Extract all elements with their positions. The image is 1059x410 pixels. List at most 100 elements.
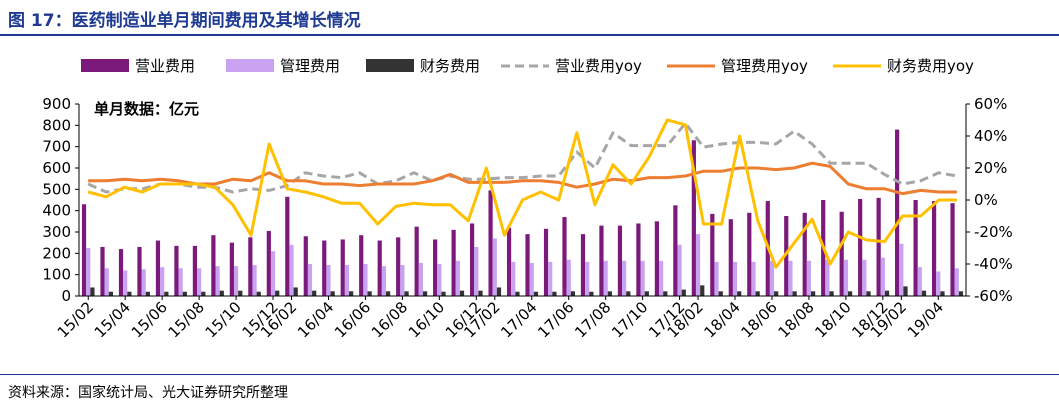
legend-label-1: 营业费用 <box>135 57 195 75</box>
bar-2-15/08 <box>197 268 202 296</box>
bar-1-16/02 <box>285 196 290 296</box>
x-tick-label: 15/02 <box>54 298 97 341</box>
bar-3-16/03 <box>312 290 317 296</box>
bar-1-17/02 <box>488 190 493 296</box>
bar-1-16/05 <box>340 239 345 296</box>
x-tick-label: 19/04 <box>904 298 947 341</box>
bar-2-18/08 <box>806 260 812 296</box>
bar-1-16/08 <box>396 237 401 296</box>
bar-3-16/09 <box>422 291 428 296</box>
bar-1-16/03 <box>303 236 308 296</box>
bar-2-15/07 <box>178 268 183 296</box>
bar-3-19/02 <box>903 286 908 296</box>
bar-3-18/11 <box>866 291 871 296</box>
bar-3-15/02 <box>90 287 95 296</box>
x-tick-label: 15/08 <box>165 298 208 341</box>
bars-layer <box>81 129 964 296</box>
y-right-tick-label: 60% <box>974 95 1007 113</box>
bar-3-17/02 <box>496 287 502 296</box>
bar-2-18/02 <box>695 234 701 296</box>
y-left-tick-label: 700 <box>42 138 71 156</box>
bar-1-19/04 <box>931 201 937 296</box>
bar-3-17/05 <box>552 291 557 296</box>
bar-2-16/03 <box>307 264 313 296</box>
bar-2-18/06 <box>769 260 775 296</box>
bar-3-15/11 <box>256 291 261 296</box>
title-rule <box>0 34 1059 36</box>
bar-3-17/04 <box>533 291 539 296</box>
bar-2-16/06 <box>363 264 368 296</box>
bar-3-18/03 <box>718 291 723 296</box>
y-left-tick-label: 600 <box>42 159 71 177</box>
bar-2-16/11 <box>455 260 460 296</box>
bar-3-18/12 <box>884 290 890 296</box>
bar-2-17/04 <box>529 262 534 296</box>
bar-3-19/04 <box>940 291 945 296</box>
chart-svg: 营业费用 管理费用 财务费用 营业费用yoy 管理费用yoy 财务费用yoy 0 100 20… <box>42 57 1013 341</box>
bar-1-17/12 <box>673 205 678 296</box>
x-tick-label: 15/04 <box>91 298 134 341</box>
bar-3-18/06 <box>774 291 779 296</box>
bar-1-16/09 <box>414 226 419 296</box>
y-left-tick-label: 800 <box>42 116 71 134</box>
bar-1-15/11 <box>248 237 253 296</box>
bar-1-18/12 <box>876 197 881 296</box>
bar-3-16/07 <box>386 291 391 296</box>
bar-3-15/04 <box>127 291 132 296</box>
y-left-tick-label: 500 <box>42 180 71 198</box>
y-left-tick-label: 200 <box>42 244 71 262</box>
line-series-2 <box>88 161 957 196</box>
bar-3-17/09 <box>626 291 631 296</box>
y-right-tick-label: 0% <box>974 191 998 209</box>
bar-1-19/05 <box>950 203 955 296</box>
x-tick-label: 18/04 <box>701 298 744 341</box>
bar-1-16/07 <box>377 240 382 296</box>
bar-3-16/02 <box>293 287 298 296</box>
bar-2-18/07 <box>788 260 793 296</box>
x-tick-label: 18/10 <box>811 298 854 341</box>
bar-1-15/04 <box>118 249 124 296</box>
bar-2-16/02 <box>289 244 294 296</box>
bar-3-19/03 <box>921 290 927 296</box>
x-tick-label: 16/10 <box>405 298 448 341</box>
bar-2-16/12 <box>474 246 479 296</box>
x-tick-label: 15/06 <box>128 298 171 341</box>
bar-2-17/10 <box>640 260 645 296</box>
line-series-1 <box>87 121 958 194</box>
figure-title: 图 17：医药制造业单月期间费用及其增长情况 <box>8 11 361 31</box>
bar-2-19/05 <box>954 268 959 296</box>
bar-3-18/08 <box>811 291 816 296</box>
y-left-tick-label: 300 <box>42 223 71 241</box>
bar-1-15/03 <box>100 246 105 296</box>
bar-3-15/05 <box>145 291 150 296</box>
footer-rule <box>0 374 1059 375</box>
bar-1-19/02 <box>895 129 900 296</box>
lines-layer <box>87 118 958 269</box>
bar-2-15/12 <box>270 251 276 296</box>
y-left-tick-label: 0 <box>61 287 71 305</box>
bar-3-18/10 <box>847 291 853 296</box>
bar-3-15/03 <box>108 291 114 296</box>
bar-1-16/04 <box>322 240 327 296</box>
bar-1-17/03 <box>506 227 512 296</box>
bar-2-15/02 <box>86 248 91 296</box>
bar-3-16/06 <box>367 291 372 296</box>
y-right-tick-label: -20% <box>974 223 1013 241</box>
x-tick-label: 16/04 <box>294 298 337 341</box>
bar-3-17/10 <box>644 291 649 296</box>
x-tick-label: 18/06 <box>737 298 780 341</box>
bar-3-18/05 <box>755 291 760 296</box>
bar-2-17/05 <box>548 261 553 296</box>
legend-label-4: 营业费用yoy <box>555 57 642 75</box>
bar-1-18/05 <box>747 212 752 296</box>
y-left-tick-label: 900 <box>42 95 71 113</box>
source-note: 资料来源：国家统计局、光大证券研究所整理 <box>8 385 288 401</box>
bar-2-19/03 <box>917 267 922 296</box>
bar-1-18/02 <box>691 140 696 296</box>
legend-swatch-3 <box>366 59 414 72</box>
bar-1-18/04 <box>728 219 733 296</box>
bar-2-16/04 <box>326 265 331 296</box>
bar-1-16/12 <box>470 223 475 296</box>
bar-2-17/02 <box>492 238 497 296</box>
bar-2-18/05 <box>751 261 756 296</box>
